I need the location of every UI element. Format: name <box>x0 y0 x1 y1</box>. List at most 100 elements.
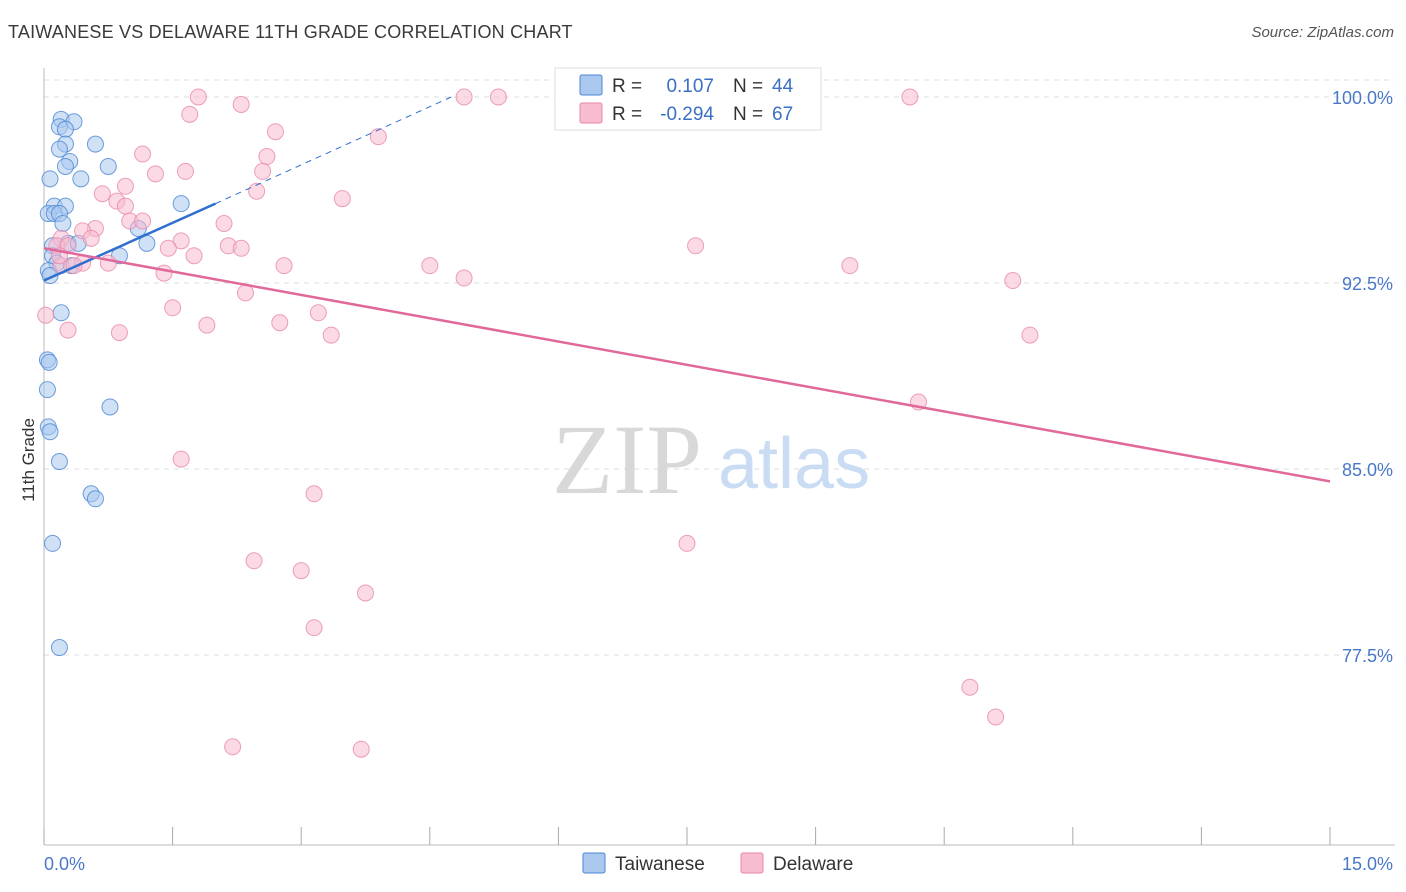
point-delaware <box>258 148 276 166</box>
point-taiwanese <box>38 381 56 399</box>
point-delaware <box>134 145 152 163</box>
point-delaware <box>357 584 374 602</box>
grid-lines <box>44 79 1395 656</box>
watermark: ZIP atlas <box>552 404 870 515</box>
point-taiwanese <box>52 304 70 322</box>
chart-title: TAIWANESE VS DELAWARE 11TH GRADE CORRELA… <box>8 22 573 42</box>
x-tick-label: 0.0% <box>44 854 85 874</box>
point-delaware <box>275 257 293 275</box>
y-tick-label: 85.0% <box>1342 460 1393 480</box>
point-delaware <box>224 738 242 756</box>
point-delaware <box>292 562 310 580</box>
point-delaware <box>369 128 387 146</box>
y-tick-label: 92.5% <box>1342 274 1393 294</box>
point-taiwanese <box>56 157 74 175</box>
y-axis-label: 11th Grade <box>19 418 38 502</box>
y-tick-label: 77.5% <box>1342 646 1393 666</box>
stats-r-label-delaware: R = <box>612 104 642 125</box>
trend-extension-taiwanese <box>215 96 452 205</box>
point-delaware <box>37 306 55 324</box>
point-delaware <box>134 212 152 230</box>
point-delaware <box>352 740 370 758</box>
point-taiwanese <box>50 639 68 657</box>
point-delaware <box>164 299 182 317</box>
point-taiwanese <box>56 120 74 138</box>
point-taiwanese <box>50 453 68 471</box>
point-delaware <box>236 284 254 302</box>
point-delaware <box>254 162 272 180</box>
point-delaware <box>245 552 263 570</box>
point-taiwanese <box>86 135 104 153</box>
stats-n-label-taiwanese: N = <box>733 76 763 97</box>
stats-n-label-delaware: N = <box>733 104 763 125</box>
point-delaware <box>146 165 164 183</box>
point-taiwanese <box>101 398 119 416</box>
point-delaware <box>232 239 250 257</box>
stats-swatch-taiwanese <box>579 74 603 96</box>
x-tick-label: 15.0% <box>1342 854 1393 874</box>
point-taiwanese <box>44 534 62 552</box>
point-delaware <box>155 264 173 282</box>
trend-line-taiwanese <box>43 202 216 282</box>
point-delaware <box>421 257 439 275</box>
point-delaware <box>159 239 177 257</box>
point-delaware <box>172 450 190 468</box>
legend-swatch-delaware <box>740 852 764 874</box>
point-taiwanese <box>41 423 59 441</box>
stats-n-value-delaware: 67 <box>772 104 793 125</box>
point-delaware <box>322 326 340 344</box>
stats-swatch-delaware <box>579 102 603 124</box>
series-legend: Taiwanese Delaware <box>582 852 853 875</box>
stats-r-value-delaware: -0.294 <box>660 104 714 125</box>
point-taiwanese <box>86 490 104 508</box>
point-delaware <box>181 105 199 123</box>
x-tick-labels: 0.0% 15.0% <box>44 854 1393 874</box>
trend-line-delaware <box>43 247 1331 483</box>
point-delaware <box>687 237 705 255</box>
y-tick-label: 100.0% <box>1332 88 1393 108</box>
point-delaware <box>110 324 128 342</box>
watermark-zip: ZIP <box>552 404 702 515</box>
point-taiwanese <box>50 140 68 158</box>
point-taiwanese <box>41 170 59 188</box>
point-delaware <box>82 229 100 247</box>
point-delaware <box>961 678 979 696</box>
point-delaware <box>59 321 77 339</box>
point-delaware <box>1004 272 1022 290</box>
point-delaware <box>678 534 696 552</box>
point-taiwanese <box>40 353 58 371</box>
legend-label-delaware: Delaware <box>773 854 853 875</box>
point-delaware <box>333 190 351 208</box>
point-delaware <box>248 182 266 200</box>
source-label: Source: ZipAtlas.com <box>1251 24 1394 41</box>
point-delaware <box>116 197 134 215</box>
axes <box>43 68 1395 846</box>
point-delaware <box>841 257 859 275</box>
point-delaware <box>455 269 473 287</box>
point-delaware <box>266 123 284 141</box>
point-delaware <box>987 708 1005 726</box>
point-delaware <box>99 254 117 272</box>
stats-r-value-taiwanese: 0.107 <box>666 76 714 97</box>
point-delaware <box>455 88 473 106</box>
watermark-atlas: atlas <box>718 424 870 504</box>
legend-swatch-taiwanese <box>582 852 606 874</box>
stats-r-label-taiwanese: R = <box>612 76 642 97</box>
point-taiwanese <box>72 170 90 188</box>
y-tick-labels: 77.5% 85.0% 92.5% 100.0% <box>1332 88 1393 666</box>
point-delaware <box>1021 326 1039 344</box>
point-delaware <box>189 88 207 106</box>
stats-n-value-taiwanese: 44 <box>772 76 794 97</box>
point-delaware <box>176 162 194 180</box>
legend-label-taiwanese: Taiwanese <box>615 854 705 875</box>
point-delaware <box>198 316 216 334</box>
point-delaware <box>232 95 250 113</box>
point-delaware <box>185 247 203 265</box>
point-taiwanese <box>54 214 72 232</box>
point-delaware <box>93 185 111 203</box>
point-taiwanese <box>99 157 117 175</box>
point-delaware <box>305 619 323 637</box>
point-delaware <box>305 485 323 503</box>
point-delaware <box>215 214 233 232</box>
